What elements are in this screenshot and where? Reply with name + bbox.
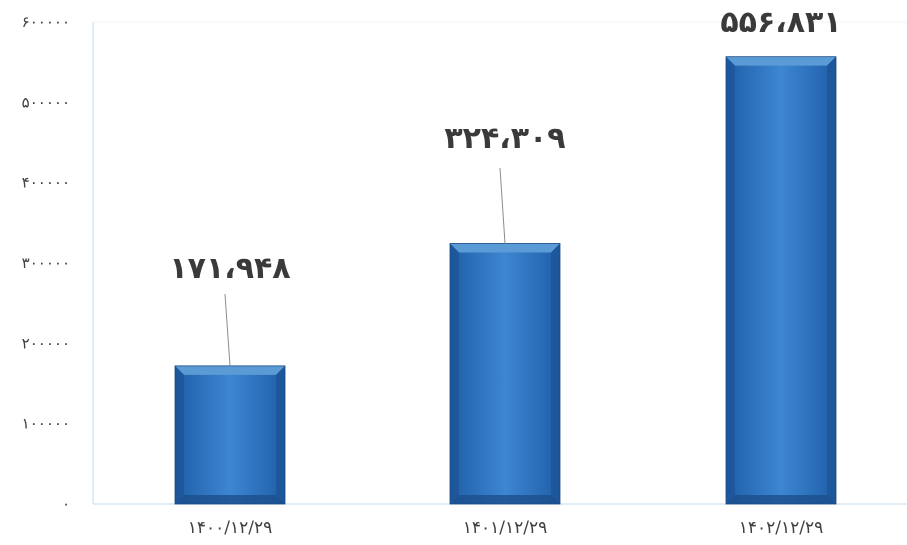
- bar: [449, 243, 561, 505]
- y-tick-label: ۰: [62, 495, 70, 513]
- x-tick-label: ۱۴۰۰/۱۲/۲۹: [188, 518, 273, 538]
- x-tick-label: ۱۴۰۲/۱۲/۲۹: [739, 518, 824, 538]
- bar-bevel-top: [450, 243, 560, 253]
- bar-body: [726, 56, 836, 504]
- bars: [174, 56, 837, 505]
- bar-bevel-top: [726, 56, 836, 66]
- y-axis-ticks: ۰ ۱۰۰۰۰۰ ۲۰۰۰۰۰ ۳۰۰۰۰۰ ۴۰۰۰۰۰ ۵۰۰۰۰۰ ۶۰۰۰۰۰: [22, 13, 70, 513]
- bar-outline: [725, 56, 837, 505]
- bar-bevel-right: [827, 56, 836, 504]
- data-label: ۱۷۱،۹۴۸: [169, 251, 290, 286]
- y-tick-label: ۶۰۰۰۰۰: [22, 13, 70, 31]
- y-tick-label: ۲۰۰۰۰۰: [22, 334, 70, 352]
- bar-bevel-left: [450, 243, 459, 504]
- data-labels: ۱۷۱،۹۴۸ ۳۲۴،۳۰۹ ۵۵۶،۸۳۱: [169, 5, 842, 366]
- y-tick-label: ۱۰۰۰۰۰: [22, 415, 70, 433]
- bar-bevel-left: [175, 365, 184, 504]
- x-tick-label: ۱۴۰۱/۱۲/۲۹: [463, 518, 548, 538]
- data-label-leader: [499, 167, 506, 244]
- x-axis-labels: ۱۴۰۰/۱۲/۲۹ ۱۴۰۱/۱۲/۲۹ ۱۴۰۲/۱۲/۲۹: [188, 518, 824, 538]
- bar-body: [450, 243, 560, 504]
- bar-bevel-top: [175, 365, 285, 375]
- bar: [725, 56, 837, 505]
- data-label: ۵۵۶،۸۳۱: [720, 5, 841, 40]
- bar-bevel-left: [726, 56, 735, 504]
- y-tick-label: ۳۰۰۰۰۰: [22, 254, 70, 272]
- bar-bevel-bottom: [450, 495, 560, 504]
- data-label-leader: [224, 293, 231, 366]
- bar: [174, 365, 286, 505]
- y-tick-label: ۵۰۰۰۰۰: [22, 93, 70, 111]
- bar-bevel-bottom: [726, 495, 836, 504]
- bar-bevel-right: [276, 365, 285, 504]
- y-tick-label: ۴۰۰۰۰۰: [22, 174, 70, 192]
- bar-body: [175, 365, 285, 504]
- bar-bevel-bottom: [175, 495, 285, 504]
- bar-bevel-right: [551, 243, 560, 504]
- data-label: ۳۲۴،۳۰۹: [444, 121, 565, 156]
